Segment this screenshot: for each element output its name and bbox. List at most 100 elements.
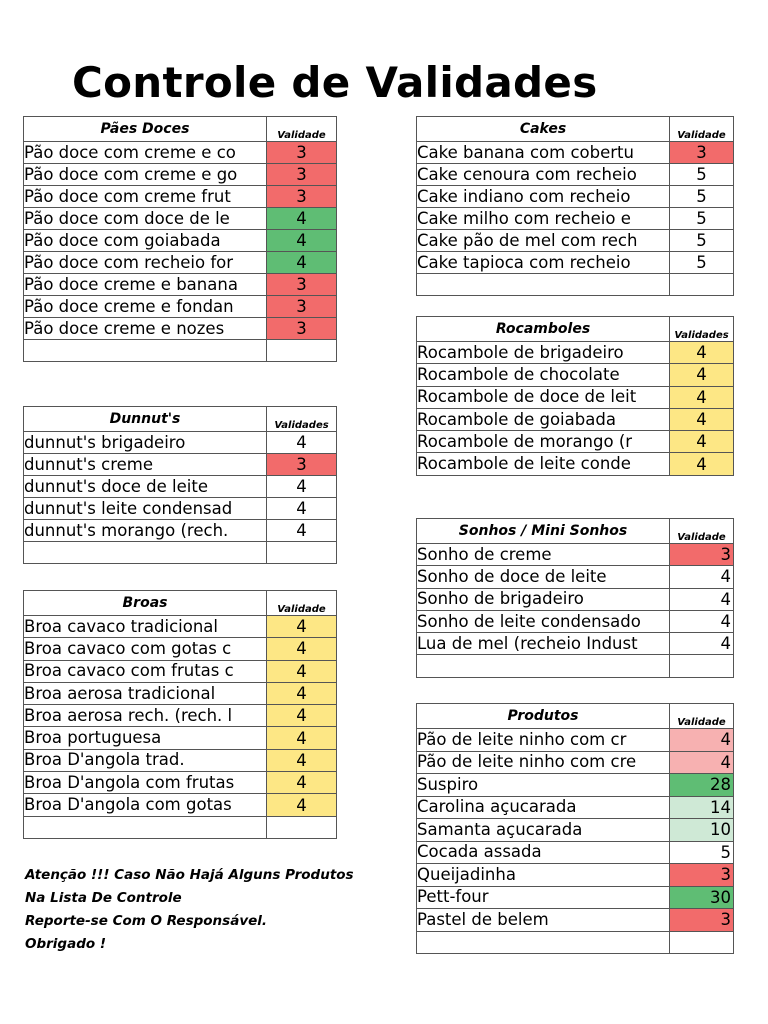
product-name-cell: Rocambole de goiabada <box>416 407 670 432</box>
product-name-cell: Broa aerosa rech. (rech. l <box>23 704 267 728</box>
validity-cell: 4 <box>669 363 734 387</box>
table-row: Pão doce com recheio for 4 <box>23 251 337 274</box>
product-name-cell: Broa aerosa tradicional <box>23 681 267 706</box>
table-row: Sonho de brigadeiro 4 <box>416 587 734 611</box>
product-name-cell: Rocambole de brigadeiro <box>416 340 670 365</box>
validity-cell: 3 <box>266 295 337 318</box>
product-name-cell: Broa cavaco com frutas c <box>23 659 267 683</box>
table-header-row: Broas Validade <box>23 590 337 616</box>
produtos-table: Produtos Validade Pão de leite ninho com c… <box>416 703 734 954</box>
validity-cell: 30 <box>669 885 734 909</box>
table-row: Broa D'angola com gotas 4 <box>23 793 337 817</box>
validity-cell <box>669 654 734 678</box>
validity-cell: 4 <box>669 385 734 409</box>
table-row: Pão doce com creme frut 3 <box>23 185 337 208</box>
product-name-cell: Carolina açucarada <box>416 795 670 819</box>
table-row: Cake banana com cobertu 3 <box>416 141 734 164</box>
product-name-cell: Broa D'angola trad. <box>23 748 267 773</box>
table-row <box>416 930 734 954</box>
note-line-3: Reporte-se Com O Responsável. <box>25 913 268 929</box>
product-name-cell: Rocambole de leite conde <box>416 452 670 476</box>
product-name-cell: Pão doce com creme frut <box>23 185 267 208</box>
table-title: Rocamboles <box>416 316 670 342</box>
product-name-cell: Pão doce com goiabada <box>23 229 267 252</box>
note-line-1: Atenção !!! Caso Não Hajá Alguns Produto… <box>25 867 354 883</box>
table-row: Pão de leite ninho com cr 4 <box>416 728 734 752</box>
note-line-4: Obrigado ! <box>25 936 106 952</box>
table-row <box>23 339 337 362</box>
validity-cell: 3 <box>266 453 337 476</box>
validity-cell: 4 <box>669 728 734 752</box>
validity-cell: 3 <box>669 908 734 932</box>
table-row: Lua de mel (recheio Indust 4 <box>416 632 734 656</box>
sonhos-table: Sonhos / Mini Sonhos Validade Sonho de cre… <box>416 518 734 678</box>
validity-cell: 4 <box>669 452 734 476</box>
product-name-cell <box>416 930 670 954</box>
validity-cell: 3 <box>669 141 734 164</box>
validity-cell: 3 <box>266 185 337 208</box>
table-row: Cake indiano com recheio 5 <box>416 185 734 208</box>
product-name-cell: Broa cavaco com gotas c <box>23 637 267 661</box>
table-row: Cocada assada 5 <box>416 840 734 864</box>
validity-cell: 5 <box>669 207 734 230</box>
validity-column-header: Validade <box>669 116 734 142</box>
table-header-row: Cakes Validade <box>416 116 734 142</box>
table-row: Pão doce com creme e go 3 <box>23 163 337 186</box>
table-header-row: Pães Doces Validade <box>23 116 337 142</box>
validity-cell: 4 <box>266 637 337 661</box>
table-title: Cakes <box>416 116 670 142</box>
product-name-cell: Pão de leite ninho com cr <box>416 728 670 752</box>
table-row: Pastel de belem 3 <box>416 908 734 932</box>
validity-cell: 3 <box>266 163 337 186</box>
table-row: Rocambole de goiabada 4 <box>416 407 734 432</box>
table-title: Produtos <box>416 703 670 729</box>
validity-cell <box>669 273 734 296</box>
rocamboles-table: Rocamboles Validades Rocambole de brigadei… <box>416 316 734 476</box>
validity-column-header: Validade <box>669 703 734 729</box>
product-name-cell: Broa portuguesa <box>23 726 267 750</box>
validity-cell: 3 <box>266 317 337 340</box>
product-name-cell: Broa cavaco tradicional <box>23 614 267 639</box>
validity-cell: 4 <box>266 475 337 498</box>
table-row: Broa aerosa tradicional 4 <box>23 681 337 706</box>
paes-doces-table: Pães Doces Validade Pão doce com creme e c… <box>23 116 337 362</box>
product-name-cell: Sonho de creme <box>416 542 670 567</box>
table-row: Pão doce com doce de le 4 <box>23 207 337 230</box>
table-row: Rocambole de brigadeiro 4 <box>416 340 734 365</box>
validity-cell: 5 <box>669 185 734 208</box>
product-name-cell: Sonho de doce de leite <box>416 565 670 589</box>
validity-cell: 4 <box>669 750 734 774</box>
validity-cell: 4 <box>266 251 337 274</box>
validity-cell: 28 <box>669 773 734 797</box>
product-name-cell: Broa D'angola com gotas <box>23 793 267 817</box>
product-name-cell: Broa D'angola com frutas <box>23 771 267 795</box>
table-row: Rocambole de chocolate 4 <box>416 363 734 387</box>
table-row: Sonho de leite condensado 4 <box>416 609 734 634</box>
product-name-cell <box>23 339 267 362</box>
product-name-cell <box>23 541 267 564</box>
table-title: Sonhos / Mini Sonhos <box>416 518 670 544</box>
validity-cell: 5 <box>669 163 734 186</box>
validity-cell: 4 <box>669 632 734 656</box>
product-name-cell: Lua de mel (recheio Indust <box>416 632 670 656</box>
table-row: Pão doce com creme e co 3 <box>23 141 337 164</box>
validity-cell <box>669 930 734 954</box>
product-name-cell: Pão de leite ninho com cre <box>416 750 670 774</box>
table-row: Pett-four 30 <box>416 885 734 909</box>
product-name-cell: Pão doce creme e nozes <box>23 317 267 340</box>
validity-cell: 4 <box>669 407 734 432</box>
validity-cell: 4 <box>266 497 337 520</box>
table-row: Rocambole de morango (r 4 <box>416 430 734 454</box>
product-name-cell: Pão doce creme e fondan <box>23 295 267 318</box>
table-row: Pão doce creme e nozes 3 <box>23 317 337 340</box>
cakes-table: Cakes Validade Cake banana com cobertu 3 Cak… <box>416 116 734 296</box>
product-name-cell: Pão doce com doce de le <box>23 207 267 230</box>
table-row: Pão doce creme e banana 3 <box>23 273 337 296</box>
validity-cell: 4 <box>266 519 337 542</box>
product-name-cell <box>23 815 267 839</box>
validity-cell <box>266 339 337 362</box>
product-name-cell: Cake milho com recheio e <box>416 207 670 230</box>
